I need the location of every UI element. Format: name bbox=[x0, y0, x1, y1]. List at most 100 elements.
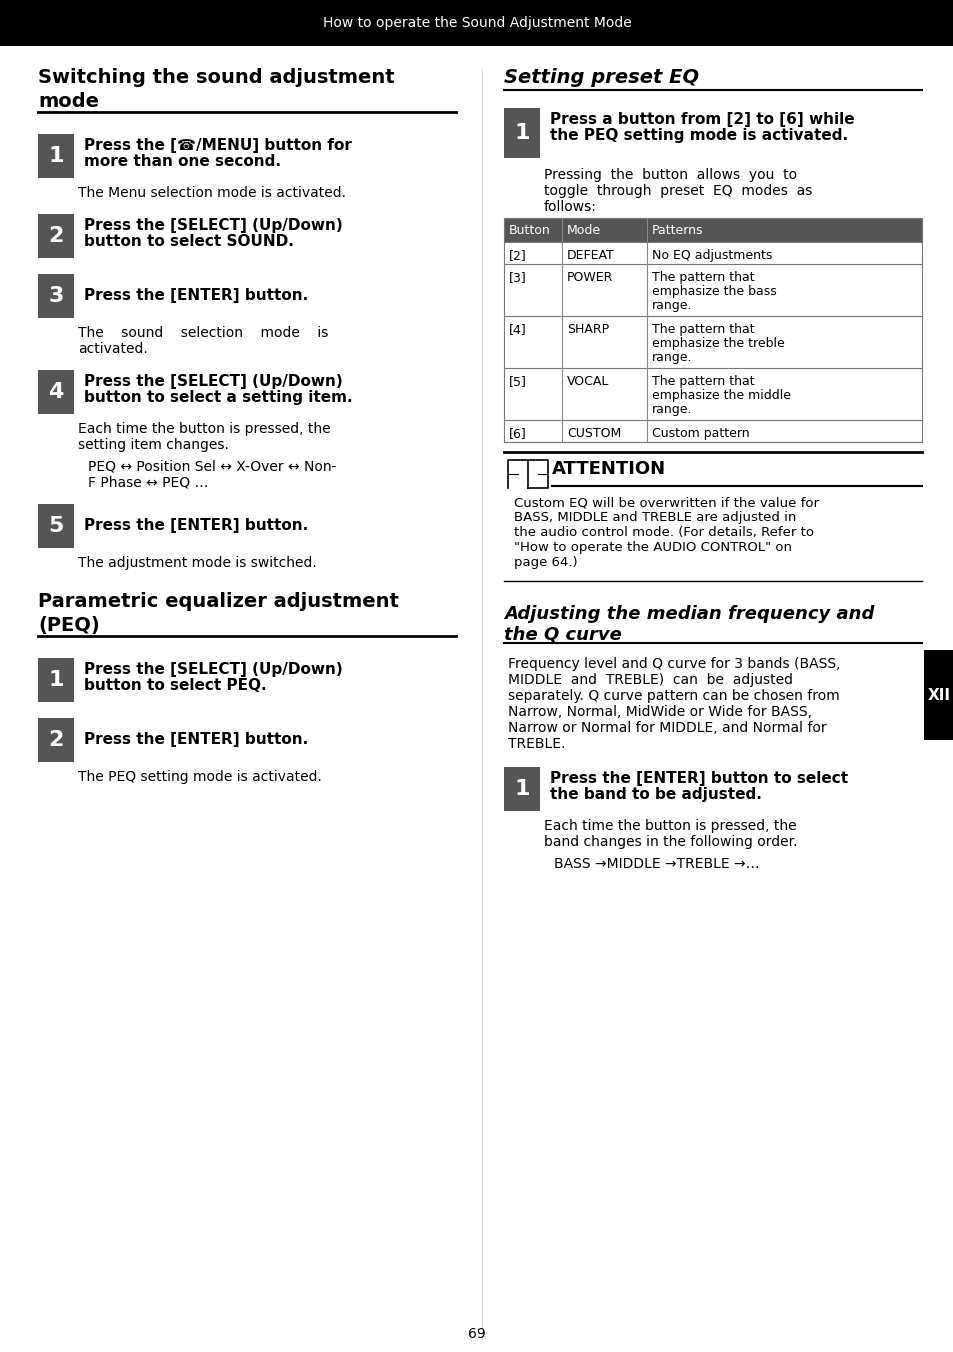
Text: 3: 3 bbox=[49, 287, 64, 306]
Text: The pattern that: The pattern that bbox=[651, 323, 754, 337]
Text: page 64.): page 64.) bbox=[514, 556, 577, 569]
Text: XII: XII bbox=[926, 688, 949, 703]
Text: POWER: POWER bbox=[566, 270, 613, 284]
Text: Press the [ENTER] button to select: Press the [ENTER] button to select bbox=[550, 771, 847, 786]
Bar bbox=[503, 218, 921, 442]
Text: Button: Button bbox=[509, 223, 550, 237]
Bar bbox=[503, 316, 921, 368]
Text: ATTENTION: ATTENTION bbox=[552, 460, 665, 479]
Text: Patterns: Patterns bbox=[651, 223, 702, 237]
Text: BASS, MIDDLE and TREBLE are adjusted in: BASS, MIDDLE and TREBLE are adjusted in bbox=[514, 511, 796, 525]
Text: range.: range. bbox=[651, 352, 692, 364]
Text: PEQ ↔ Position Sel ↔ X-Over ↔ Non-: PEQ ↔ Position Sel ↔ X-Over ↔ Non- bbox=[88, 460, 336, 475]
Text: 1: 1 bbox=[514, 779, 529, 799]
Bar bbox=[503, 420, 921, 442]
Text: Press the [ENTER] button.: Press the [ENTER] button. bbox=[84, 288, 308, 303]
Text: 69: 69 bbox=[468, 1328, 485, 1341]
Bar bbox=[38, 504, 74, 548]
Text: The adjustment mode is switched.: The adjustment mode is switched. bbox=[78, 556, 316, 571]
Text: 1: 1 bbox=[514, 123, 529, 143]
Text: Narrow, Normal, MidWide or Wide for BASS,: Narrow, Normal, MidWide or Wide for BASS… bbox=[507, 704, 811, 719]
Text: [3]: [3] bbox=[509, 270, 526, 284]
Bar bbox=[38, 274, 74, 318]
Text: 2: 2 bbox=[49, 730, 64, 750]
Text: the band to be adjusted.: the band to be adjusted. bbox=[550, 787, 761, 802]
Text: (PEQ): (PEQ) bbox=[38, 617, 100, 635]
Bar bbox=[0, 0, 953, 46]
Text: Press the [SELECT] (Up/Down): Press the [SELECT] (Up/Down) bbox=[84, 218, 342, 233]
Bar bbox=[503, 218, 921, 242]
Text: the Q curve: the Q curve bbox=[503, 625, 621, 644]
Text: The    sound    selection    mode    is: The sound selection mode is bbox=[78, 326, 328, 339]
Text: No EQ adjustments: No EQ adjustments bbox=[651, 249, 772, 262]
Text: [6]: [6] bbox=[509, 427, 526, 439]
Text: Press the [ENTER] button.: Press the [ENTER] button. bbox=[84, 731, 308, 748]
Bar bbox=[923, 650, 953, 740]
Text: 4: 4 bbox=[49, 383, 64, 402]
Text: The Menu selection mode is activated.: The Menu selection mode is activated. bbox=[78, 187, 346, 200]
Bar bbox=[503, 242, 921, 264]
Text: F Phase ↔ PEQ …: F Phase ↔ PEQ … bbox=[88, 476, 209, 489]
Text: 2: 2 bbox=[49, 226, 64, 246]
Bar bbox=[38, 134, 74, 178]
Text: activated.: activated. bbox=[78, 342, 148, 356]
Text: range.: range. bbox=[651, 403, 692, 416]
Bar bbox=[38, 718, 74, 763]
Text: Press the [SELECT] (Up/Down): Press the [SELECT] (Up/Down) bbox=[84, 662, 342, 677]
Bar bbox=[38, 370, 74, 414]
Text: 5: 5 bbox=[49, 516, 64, 535]
Text: The pattern that: The pattern that bbox=[651, 375, 754, 388]
Text: the audio control mode. (For details, Refer to: the audio control mode. (For details, Re… bbox=[514, 526, 813, 539]
Text: toggle  through  preset  EQ  modes  as: toggle through preset EQ modes as bbox=[543, 184, 812, 197]
Text: Press the [SELECT] (Up/Down): Press the [SELECT] (Up/Down) bbox=[84, 375, 342, 389]
Text: Setting preset EQ: Setting preset EQ bbox=[503, 68, 699, 87]
Bar bbox=[38, 658, 74, 702]
Text: Press a button from [2] to [6] while: Press a button from [2] to [6] while bbox=[550, 112, 854, 127]
Text: mode: mode bbox=[38, 92, 99, 111]
Text: Each time the button is pressed, the: Each time the button is pressed, the bbox=[78, 422, 331, 435]
Text: Pressing  the  button  allows  you  to: Pressing the button allows you to bbox=[543, 168, 797, 183]
Text: 1: 1 bbox=[49, 146, 64, 166]
Text: BASS →MIDDLE →TREBLE →…: BASS →MIDDLE →TREBLE →… bbox=[554, 857, 759, 871]
Text: The PEQ setting mode is activated.: The PEQ setting mode is activated. bbox=[78, 771, 321, 784]
Text: VOCAL: VOCAL bbox=[566, 375, 609, 388]
Text: SHARP: SHARP bbox=[566, 323, 608, 337]
Text: TREBLE.: TREBLE. bbox=[507, 737, 565, 750]
Text: follows:: follows: bbox=[543, 200, 597, 214]
Text: separately. Q curve pattern can be chosen from: separately. Q curve pattern can be chose… bbox=[507, 690, 839, 703]
Bar bbox=[38, 214, 74, 258]
Text: Press the [☎/MENU] button for: Press the [☎/MENU] button for bbox=[84, 138, 352, 153]
Bar bbox=[503, 368, 921, 420]
Text: MIDDLE  and  TREBLE)  can  be  adjusted: MIDDLE and TREBLE) can be adjusted bbox=[507, 673, 792, 687]
Text: The pattern that: The pattern that bbox=[651, 270, 754, 284]
Text: Custom EQ will be overwritten if the value for: Custom EQ will be overwritten if the val… bbox=[514, 496, 818, 508]
Text: emphasize the treble: emphasize the treble bbox=[651, 337, 784, 350]
Text: emphasize the bass: emphasize the bass bbox=[651, 285, 776, 297]
Text: Parametric equalizer adjustment: Parametric equalizer adjustment bbox=[38, 592, 398, 611]
Text: emphasize the middle: emphasize the middle bbox=[651, 389, 790, 402]
Text: the PEQ setting mode is activated.: the PEQ setting mode is activated. bbox=[550, 128, 847, 143]
Bar bbox=[503, 767, 539, 811]
Text: button to select a setting item.: button to select a setting item. bbox=[84, 389, 353, 406]
Text: Adjusting the median frequency and: Adjusting the median frequency and bbox=[503, 604, 874, 623]
Text: button to select PEQ.: button to select PEQ. bbox=[84, 677, 266, 694]
Text: Each time the button is pressed, the: Each time the button is pressed, the bbox=[543, 819, 796, 833]
Text: [5]: [5] bbox=[509, 375, 526, 388]
Text: [4]: [4] bbox=[509, 323, 526, 337]
Text: band changes in the following order.: band changes in the following order. bbox=[543, 836, 797, 849]
Text: CUSTOM: CUSTOM bbox=[566, 427, 620, 439]
Text: setting item changes.: setting item changes. bbox=[78, 438, 229, 452]
Text: [2]: [2] bbox=[509, 249, 526, 262]
Text: Narrow or Normal for MIDDLE, and Normal for: Narrow or Normal for MIDDLE, and Normal … bbox=[507, 721, 825, 735]
Text: Custom pattern: Custom pattern bbox=[651, 427, 749, 439]
Bar bbox=[503, 108, 539, 158]
Text: Mode: Mode bbox=[566, 223, 600, 237]
Bar bbox=[503, 264, 921, 316]
Text: range.: range. bbox=[651, 299, 692, 312]
Text: Press the [ENTER] button.: Press the [ENTER] button. bbox=[84, 518, 308, 533]
Text: How to operate the Sound Adjustment Mode: How to operate the Sound Adjustment Mode bbox=[322, 16, 631, 30]
Text: Switching the sound adjustment: Switching the sound adjustment bbox=[38, 68, 395, 87]
Text: DEFEAT: DEFEAT bbox=[566, 249, 614, 262]
Text: button to select SOUND.: button to select SOUND. bbox=[84, 234, 294, 249]
Text: more than one second.: more than one second. bbox=[84, 154, 281, 169]
